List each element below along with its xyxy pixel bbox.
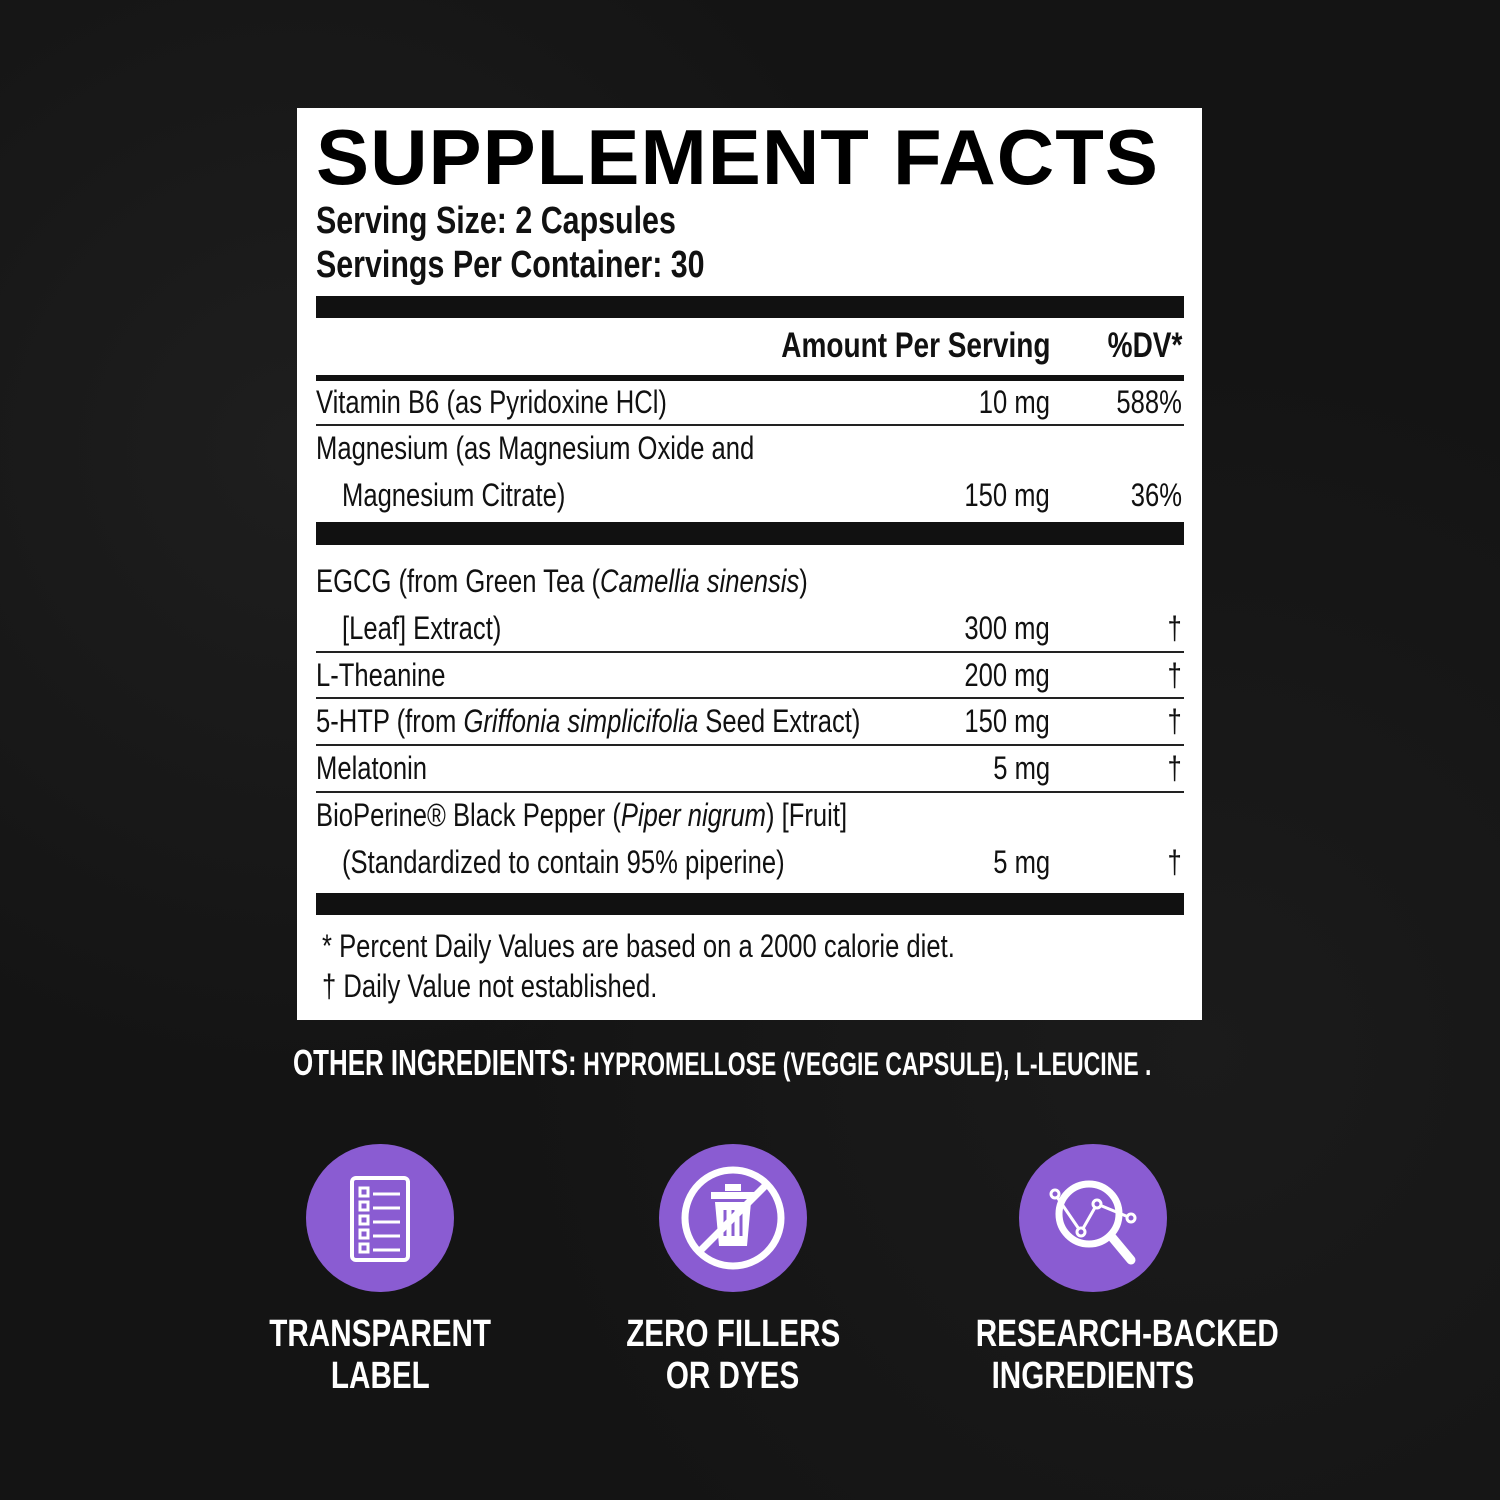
divider-bar — [316, 296, 1184, 318]
row-divider — [316, 424, 1184, 426]
divider-bar — [316, 375, 1184, 381]
table-header: Amount Per Serving %DV* — [780, 326, 1182, 365]
row-divider — [316, 791, 1184, 793]
table-row-continued: (Standardized to contain 95% piperine) 5… — [342, 844, 1182, 880]
supplement-facts-panel — [297, 108, 1202, 1020]
feature-label-zero-fillers: ZERO FILLERS OR DYES — [625, 1313, 841, 1397]
table-row: Vitamin B6 (as Pyridoxine HCl) 10 mg 588… — [316, 384, 1182, 420]
serving-size: Serving Size: 2 Capsules — [316, 200, 676, 242]
feature-label-transparent: TRANSPARENT LABEL — [269, 1313, 491, 1397]
table-row-continued: [Leaf] Extract) 300 mg † — [342, 610, 1182, 646]
no-trash-icon — [659, 1144, 807, 1292]
row-divider — [316, 697, 1184, 699]
other-ingredients: OTHER INGREDIENTS: HYPROMELLOSE (VEGGIE … — [293, 1042, 1152, 1083]
footnote-dv: * Percent Daily Values are based on a 20… — [322, 928, 955, 964]
magnifier-chart-icon — [1019, 1144, 1167, 1292]
row-divider — [316, 744, 1184, 746]
divider-bar — [316, 522, 1184, 545]
checklist-icon — [306, 1144, 454, 1292]
servings-per-container: Servings Per Container: 30 — [316, 244, 705, 286]
table-row: 5-HTP (from Griffonia simplicifolia Seed… — [316, 703, 1182, 739]
table-row: Melatonin 5 mg † — [316, 750, 1182, 786]
divider-bar — [316, 893, 1184, 915]
footnote-dagger: † Daily Value not established. — [322, 968, 658, 1004]
table-row: BioPerine® Black Pepper (Piper nigrum) [… — [316, 797, 848, 833]
table-row-continued: Magnesium Citrate) 150 mg 36% — [342, 477, 1182, 513]
row-divider — [316, 651, 1184, 653]
table-row: L-Theanine 200 mg † — [316, 657, 1182, 693]
feature-label-research: RESEARCH-BACKED INGREDIENTS — [975, 1313, 1279, 1397]
table-row: Magnesium (as Magnesium Oxide and — [316, 430, 755, 466]
table-row: EGCG (from Green Tea (Camellia sinensis) — [316, 563, 808, 599]
label-title: SUPPLEMENT FACTS — [316, 113, 1159, 201]
